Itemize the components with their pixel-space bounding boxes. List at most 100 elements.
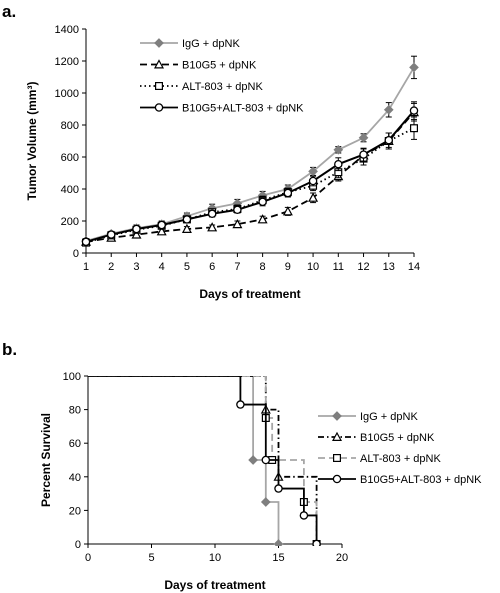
event-marker-b (273, 539, 284, 546)
x-tick-label-a: 9 (285, 261, 291, 273)
y-axis-title-a: Tumor Volume (mm³) (25, 82, 39, 201)
data-point-a (308, 176, 318, 186)
legend-marker-a (155, 81, 164, 90)
event-marker-b (236, 400, 245, 409)
series-line-a (85, 111, 415, 243)
y-tick-label-b: 20 (69, 505, 81, 517)
x-tick-label-b: 20 (336, 552, 348, 564)
x-tick-label-b: 5 (148, 552, 154, 564)
event-marker-b (312, 539, 321, 546)
x-tick-label-a: 11 (333, 261, 344, 273)
data-point-a (334, 159, 343, 169)
legend-label-a: IgG + dpNK (182, 38, 240, 50)
data-point-a (257, 214, 268, 224)
legend-marker-b (332, 411, 342, 421)
data-point-a (410, 124, 419, 133)
event-marker-b (260, 497, 271, 507)
x-tick-label-a: 7 (234, 261, 240, 273)
event-marker-b (248, 455, 258, 465)
legend-label-a: B10G5+ALT-803 + dpNK (182, 103, 304, 115)
x-tick-label-a: 2 (108, 261, 114, 273)
data-point-a (106, 230, 116, 239)
event-marker-b (261, 455, 271, 465)
legend-marker-a (154, 103, 164, 112)
data-point-a (282, 206, 293, 216)
legend-a: IgG + dpNK B10G5 + dpNK ALT-803 + dpNK B10G… (140, 38, 304, 115)
data-point-a (181, 223, 192, 233)
event-marker-b (299, 511, 309, 520)
y-tick-label-b: 40 (69, 472, 81, 484)
data-point-a (308, 192, 319, 202)
y-tick-label-a: 1000 (55, 88, 79, 100)
series-b-0 (88, 376, 284, 546)
legend-marker-b (332, 474, 342, 484)
data-point-a (308, 166, 318, 177)
x-tick-label-a: 4 (159, 261, 165, 273)
x-tick-label-a: 1 (83, 261, 89, 273)
y-tick-label-b: 80 (69, 405, 81, 417)
chart-b: 0 20 40 60 80 100 0 5 10 15 20 Days of treatment Per… (39, 371, 482, 592)
data-point-a (207, 222, 218, 232)
series-a-3 (81, 101, 419, 247)
series-b-1 (88, 376, 321, 546)
series-line-a (85, 109, 415, 243)
x-tick-label-a: 13 (383, 261, 395, 273)
x-tick-label-a: 14 (408, 261, 420, 273)
x-tick-label-b: 10 (209, 552, 221, 564)
data-point-a (383, 104, 394, 115)
data-point-a (132, 224, 141, 234)
legend-marker-b (333, 454, 342, 463)
data-point-a (384, 135, 394, 145)
x-tick-label-a: 8 (260, 261, 266, 273)
event-marker-b (274, 484, 283, 493)
y-tick-label-a: 200 (61, 216, 79, 228)
data-point-a (81, 237, 91, 247)
legend-label-a: B10G5 + dpNK (182, 60, 257, 72)
y-tick-label-a: 1400 (55, 24, 79, 36)
data-point-a (258, 197, 267, 207)
y-tick-label-a: 0 (73, 248, 79, 260)
x-tick-label-a: 5 (184, 261, 190, 273)
data-point-a (182, 215, 192, 224)
series-b-3 (88, 376, 321, 546)
x-tick-label-b: 15 (272, 552, 284, 564)
data-point-a (207, 209, 217, 219)
y-tick-label-a: 1200 (55, 56, 79, 68)
data-point-a (233, 205, 242, 215)
data-point-a (359, 150, 368, 159)
x-tick-label-a: 6 (209, 261, 215, 273)
data-point-a (409, 62, 419, 73)
survival-curve-b (88, 376, 318, 544)
legend-b: IgG + dpNK B10G5 + dpNK ALT-803 + dpNK B10G… (318, 411, 482, 486)
data-point-a (156, 226, 167, 236)
data-point-a (333, 144, 344, 155)
panel-b-label: b. (2, 340, 17, 359)
y-tick-label-a: 800 (61, 120, 79, 132)
series-a-1 (80, 102, 420, 246)
data-point-a (283, 188, 293, 198)
y-tick-label-b: 100 (63, 371, 81, 383)
x-tick-label-a: 3 (133, 261, 139, 273)
x-axis-title-a: Days of treatment (199, 287, 300, 301)
panel-a-label: a. (2, 2, 16, 21)
legend-label-b: ALT-803 + dpNK (360, 453, 441, 465)
legend-label-b: IgG + dpNK (360, 411, 418, 423)
y-tick-label-a: 600 (61, 152, 79, 164)
series-b-2 (88, 376, 321, 546)
legend-label-b: B10G5+ALT-803 + dpNK (360, 474, 482, 486)
data-point-a (157, 220, 166, 230)
legend-label-b: B10G5 + dpNK (360, 432, 435, 444)
series-a-2 (81, 116, 419, 247)
legend-marker-a (153, 59, 165, 69)
x-tick-label-a: 10 (307, 261, 319, 273)
plot-area-b (88, 376, 321, 546)
x-axis-title-b: Days of treatment (164, 578, 265, 592)
survival-curve-b (88, 376, 318, 544)
x-tick-label-b: 0 (85, 552, 91, 564)
legend-marker-b (331, 431, 343, 441)
data-point-a (409, 106, 419, 115)
legend-marker-a (154, 38, 164, 48)
y-tick-label-a: 400 (61, 184, 79, 196)
